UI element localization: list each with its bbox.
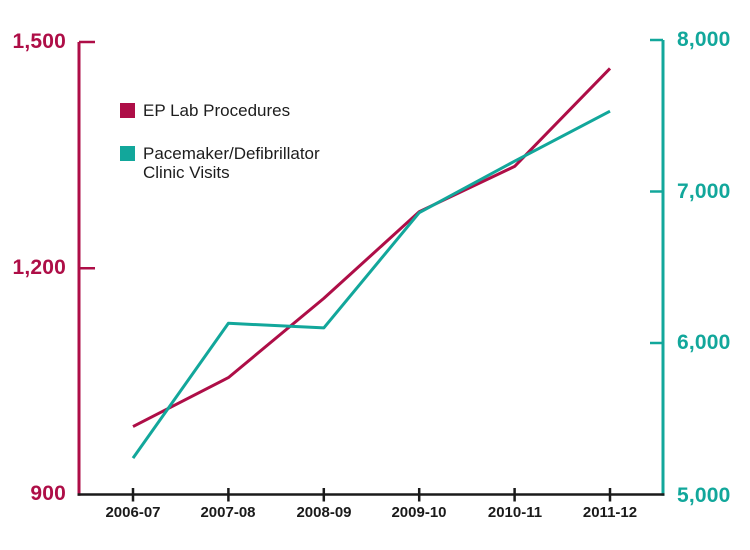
x-axis-tick-label: 2009-10 [391, 504, 447, 521]
legend-item: Pacemaker/Defibrillator Clinic Visits [120, 144, 320, 182]
pacemaker-defibrillator-clinic-visits-line [131, 109, 611, 459]
left-axis-tick-label: 1,500 [12, 30, 66, 53]
left-axis-tick-label: 1,200 [12, 256, 66, 279]
legend-item: EP Lab Procedures [120, 101, 320, 120]
legend-label: Pacemaker/Defibrillator Clinic Visits [143, 144, 320, 182]
right-axis-tick-label: 5,000 [677, 484, 731, 507]
x-axis-tick-label: 2008-09 [296, 504, 352, 521]
right-axis-tick-label: 8,000 [677, 28, 731, 51]
legend-label: EP Lab Procedures [143, 101, 291, 120]
ep-lab-procedures-line [132, 67, 612, 428]
legend-swatch-ep-lab-procedures [120, 103, 135, 118]
right-axis-tick-label: 7,000 [677, 180, 731, 203]
x-axis-tick-label: 2006-07 [105, 504, 161, 521]
x-axis-tick-label: 2010-11 [487, 504, 543, 521]
legend: EP Lab Procedures Pacemaker/Defibrillato… [120, 101, 320, 206]
right-axis-tick-label: 6,000 [677, 331, 731, 354]
x-axis-tick-label: 2007-08 [200, 504, 256, 521]
left-axis-tick-label: 900 [30, 482, 66, 505]
legend-swatch-clinic-visits [120, 146, 135, 161]
x-axis-tick-label: 2011-12 [582, 504, 638, 521]
